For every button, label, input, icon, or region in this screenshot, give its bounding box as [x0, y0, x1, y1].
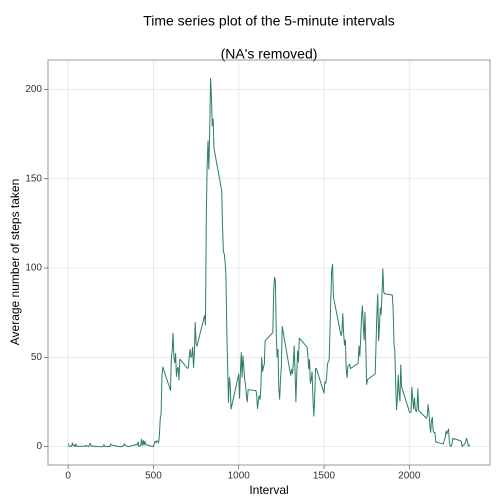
y-axis-title: Average number of steps taken [8, 179, 22, 346]
x-tick-label: 500 [145, 471, 162, 482]
x-tick-label: 1000 [228, 471, 251, 482]
y-tick-label: 50 [31, 352, 43, 363]
data-line [67, 77, 471, 448]
y-tick-label: 0 [36, 441, 42, 452]
panel-border [47, 59, 491, 466]
chart-title: Time series plot of the 5-minute interva… [143, 13, 395, 29]
y-tick-label: 200 [25, 84, 42, 95]
y-tick-label: 150 [25, 173, 42, 184]
y-tick-label: 100 [25, 263, 42, 274]
chart-subtitle: (NA's removed) [221, 46, 318, 62]
x-axis-title: Interval [249, 483, 288, 497]
x-tick-label: 2000 [398, 471, 421, 482]
x-tick-label: 0 [65, 471, 71, 482]
x-tick-label: 1500 [313, 471, 336, 482]
